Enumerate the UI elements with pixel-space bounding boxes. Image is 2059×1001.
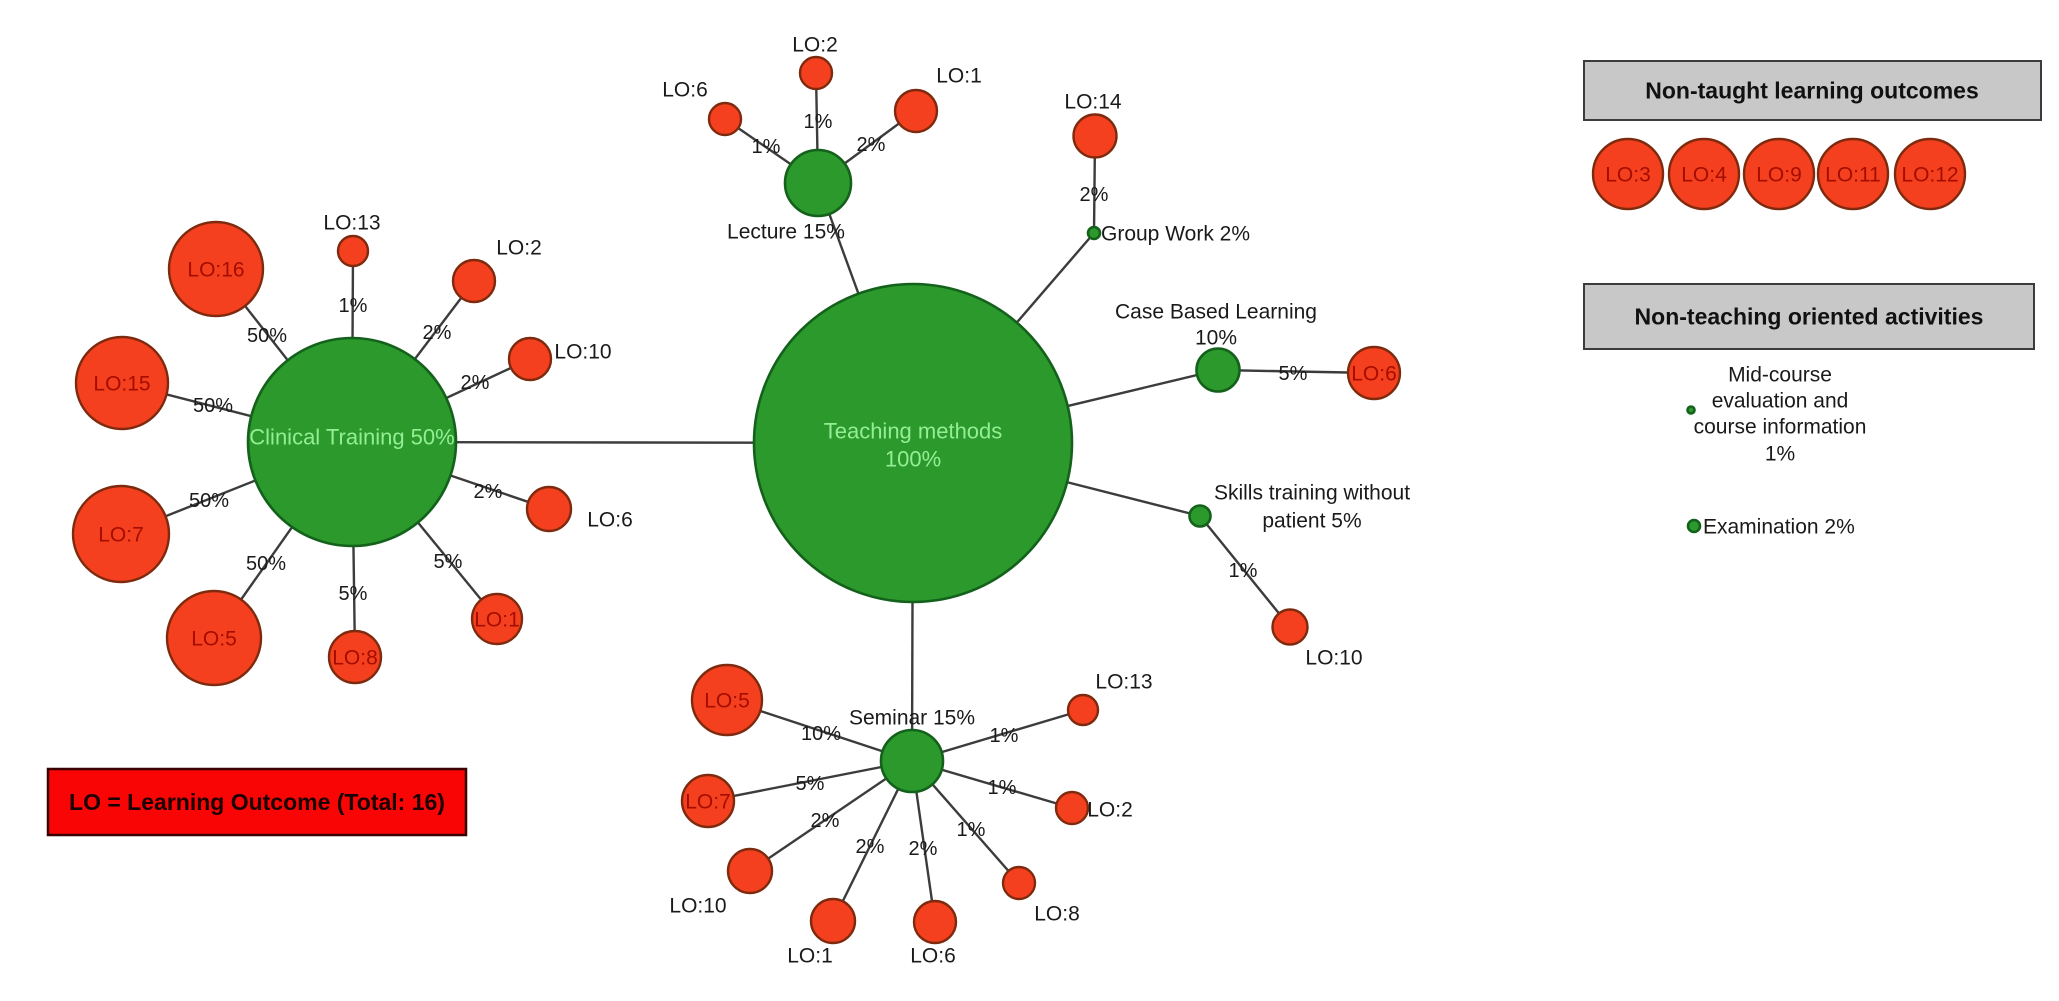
- svg-text:1%: 1%: [957, 819, 986, 841]
- svg-text:LO:8: LO:8: [1034, 902, 1080, 925]
- svg-text:Examination 2%: Examination 2%: [1703, 515, 1855, 538]
- svg-text:LO:9: LO:9: [1756, 163, 1802, 186]
- svg-text:LO:8: LO:8: [332, 646, 378, 669]
- svg-text:LO:6: LO:6: [662, 78, 708, 101]
- svg-text:LO:13: LO:13: [1095, 670, 1152, 693]
- svg-text:5%: 5%: [796, 773, 825, 795]
- svg-text:Skills training without: Skills training without: [1214, 481, 1410, 504]
- svg-text:5%: 5%: [339, 583, 368, 605]
- svg-text:LO = Learning Outcome (Total:: LO = Learning Outcome (Total: 16): [69, 789, 445, 815]
- svg-text:Lecture 15%: Lecture 15%: [727, 220, 845, 243]
- svg-text:100%: 100%: [885, 447, 941, 472]
- svg-text:2%: 2%: [856, 836, 885, 858]
- svg-text:Seminar 15%: Seminar 15%: [849, 706, 975, 729]
- svg-text:50%: 50%: [189, 490, 229, 512]
- svg-text:5%: 5%: [434, 551, 463, 573]
- svg-text:10%: 10%: [1195, 326, 1237, 349]
- svg-text:LO:6: LO:6: [587, 508, 633, 531]
- svg-text:LO:1: LO:1: [936, 64, 982, 87]
- svg-text:LO:6: LO:6: [910, 944, 956, 967]
- svg-text:LO:7: LO:7: [685, 790, 731, 813]
- svg-text:5%: 5%: [1279, 363, 1308, 385]
- svg-text:LO:10: LO:10: [1305, 646, 1362, 669]
- svg-text:1%: 1%: [990, 725, 1019, 747]
- svg-text:LO:12: LO:12: [1901, 163, 1958, 186]
- svg-text:LO:3: LO:3: [1605, 163, 1651, 186]
- svg-text:1%: 1%: [1765, 442, 1795, 465]
- svg-text:50%: 50%: [193, 395, 233, 417]
- svg-text:patient 5%: patient 5%: [1262, 509, 1361, 532]
- svg-text:1%: 1%: [339, 295, 368, 317]
- svg-text:LO:1: LO:1: [787, 944, 833, 967]
- svg-text:1%: 1%: [752, 136, 781, 158]
- svg-text:LO:13: LO:13: [323, 211, 380, 234]
- svg-text:2%: 2%: [1080, 184, 1109, 206]
- svg-text:2%: 2%: [474, 481, 503, 503]
- svg-text:1%: 1%: [1229, 560, 1258, 582]
- svg-text:Case Based Learning: Case Based Learning: [1115, 300, 1317, 323]
- svg-text:10%: 10%: [801, 723, 841, 745]
- svg-text:2%: 2%: [461, 372, 490, 394]
- svg-text:LO:11: LO:11: [1825, 163, 1881, 186]
- svg-text:Non-teaching oriented activiti: Non-teaching oriented activities: [1635, 304, 1984, 330]
- svg-text:LO:14: LO:14: [1064, 90, 1122, 113]
- svg-text:2%: 2%: [423, 322, 452, 344]
- svg-text:1%: 1%: [988, 777, 1017, 799]
- svg-text:Mid-course: Mid-course: [1728, 363, 1832, 386]
- svg-text:Clinical Training 50%: Clinical Training 50%: [249, 425, 454, 450]
- svg-text:LO:16: LO:16: [187, 258, 244, 281]
- svg-text:course information: course information: [1694, 415, 1867, 438]
- svg-text:LO:10: LO:10: [669, 894, 726, 917]
- svg-text:1%: 1%: [804, 111, 833, 133]
- svg-text:50%: 50%: [246, 553, 286, 575]
- svg-text:50%: 50%: [247, 325, 287, 347]
- svg-text:Teaching methods: Teaching methods: [824, 419, 1003, 444]
- svg-text:2%: 2%: [857, 134, 886, 156]
- svg-text:2%: 2%: [811, 810, 840, 832]
- svg-text:LO:5: LO:5: [704, 689, 750, 712]
- svg-text:LO:1: LO:1: [474, 608, 520, 631]
- svg-text:LO:2: LO:2: [1087, 798, 1133, 821]
- svg-text:LO:10: LO:10: [554, 340, 611, 363]
- svg-text:LO:4: LO:4: [1681, 163, 1727, 186]
- svg-text:Group Work 2%: Group Work 2%: [1101, 222, 1250, 245]
- svg-text:LO:2: LO:2: [496, 236, 542, 259]
- svg-text:evaluation and: evaluation and: [1712, 389, 1849, 412]
- svg-text:LO:15: LO:15: [93, 372, 150, 395]
- svg-text:LO:6: LO:6: [1351, 362, 1397, 385]
- svg-text:2%: 2%: [909, 838, 938, 860]
- svg-text:LO:7: LO:7: [98, 523, 144, 546]
- svg-text:Non-taught learning outcomes: Non-taught learning outcomes: [1645, 78, 1979, 104]
- svg-text:LO:2: LO:2: [792, 33, 838, 56]
- svg-text:LO:5: LO:5: [191, 627, 237, 650]
